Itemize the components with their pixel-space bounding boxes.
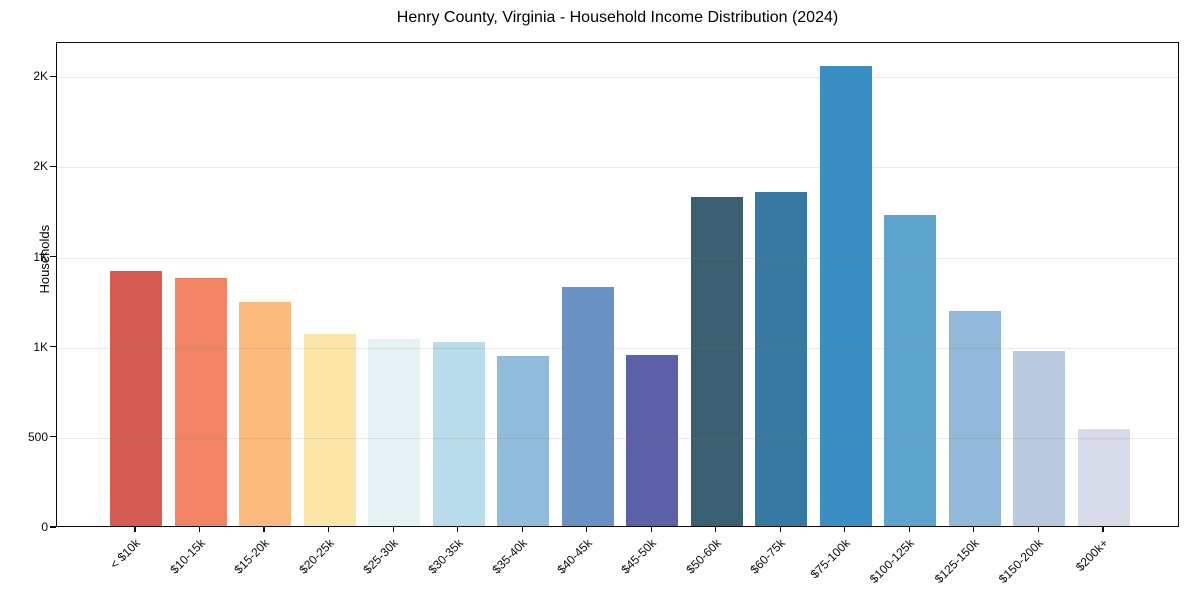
- y-tick-mark-1500: [50, 255, 56, 258]
- x-tick-mark-$150-200k: [1037, 527, 1039, 532]
- gridline-1000: [57, 347, 1178, 349]
- x-tick-label-$150-200k: $150-200k: [996, 536, 1047, 587]
- gridline-500: [57, 437, 1178, 439]
- x-tick-label-$20-25k: $20-25k: [295, 536, 337, 577]
- bar-$150-200k: [1013, 351, 1066, 526]
- plot-area: [56, 42, 1179, 527]
- x-tick-mark-$35-40k: [521, 527, 523, 532]
- x-tick-mark-$200k+: [1102, 527, 1104, 532]
- y-tick-mark-2000: [50, 165, 56, 167]
- x-tick-label-$60-75k: $60-75k: [747, 536, 789, 577]
- x-tick-mark-$75-100k: [844, 527, 846, 532]
- y-tick-label-500: 500: [27, 429, 48, 444]
- x-tick-label-< $10k: < $10k: [107, 536, 143, 572]
- bar-< $10k: [110, 270, 162, 526]
- y-tick-label-2500: 2K: [33, 69, 48, 84]
- bar-$75-100k: [819, 66, 872, 526]
- y-tick-mark-2500: [50, 75, 56, 77]
- x-tick-mark-$10-15k: [198, 527, 201, 532]
- bar-$125-150k: [948, 311, 1001, 526]
- x-tick-label-$125-150k: $125-150k: [931, 536, 982, 587]
- bar-$50-60k: [690, 196, 743, 526]
- gridline-2500: [57, 77, 1178, 79]
- bar-$60-75k: [755, 192, 808, 526]
- bar-$45-50k: [626, 354, 679, 526]
- y-tick-label-1000: 1K: [33, 339, 48, 354]
- x-tick-mark-$50-60k: [715, 527, 717, 532]
- x-tick-label-$40-45k: $40-45k: [554, 536, 595, 577]
- x-tick-mark-$45-50k: [650, 527, 652, 532]
- x-tick-label-$50-60k: $50-60k: [683, 536, 724, 577]
- gridline-1500: [57, 257, 1178, 259]
- bar-$30-35k: [432, 342, 485, 526]
- x-tick-label-$15-20k: $15-20k: [231, 536, 272, 577]
- bar-$35-40k: [497, 355, 550, 526]
- x-tick-label-$200k+: $200k+: [1072, 536, 1111, 574]
- bar-$40-45k: [561, 287, 614, 526]
- x-tick-label-$75-100k: $75-100k: [807, 536, 853, 582]
- x-tick-label-$30-35k: $30-35k: [424, 536, 466, 577]
- x-tick-mark-$60-75k: [779, 527, 781, 532]
- x-tick-mark-$20-25k: [327, 527, 330, 532]
- x-tick-mark-< $10k: [134, 527, 136, 532]
- x-tick-label-$25-30k: $25-30k: [360, 536, 402, 577]
- x-tick-mark-$100-125k: [908, 527, 910, 532]
- y-tick-mark-500: [50, 436, 56, 438]
- y-tick-label-0: 0: [41, 520, 48, 534]
- x-tick-label-$45-50k: $45-50k: [618, 536, 660, 577]
- x-tick-mark-$30-35k: [457, 527, 459, 532]
- x-tick-mark-$25-30k: [392, 527, 394, 532]
- y-tick-label-1500: 1K: [33, 249, 48, 264]
- bar-$25-30k: [368, 338, 421, 526]
- bar-$200k+: [1077, 428, 1130, 526]
- y-tick-label-2000: 2K: [33, 159, 48, 174]
- y-tick-mark-0: [50, 526, 56, 528]
- x-tick-mark-$125-150k: [973, 527, 975, 532]
- bar-$15-20k: [239, 301, 292, 526]
- x-tick-label-$100-125k: $100-125k: [867, 536, 918, 587]
- x-tick-label-$10-15k: $10-15k: [166, 536, 208, 577]
- bar-$100-125k: [884, 215, 937, 526]
- bar-$20-25k: [303, 333, 356, 526]
- x-tick-mark-$15-20k: [263, 527, 265, 532]
- y-tick-mark-1000: [50, 346, 56, 348]
- chart-title: Henry County, Virginia - Household Incom…: [396, 9, 839, 26]
- bar-$10-15k: [174, 278, 227, 526]
- x-tick-label-$35-40k: $35-40k: [489, 536, 531, 577]
- x-tick-mark-$40-45k: [586, 527, 588, 532]
- gridline-2000: [57, 167, 1178, 169]
